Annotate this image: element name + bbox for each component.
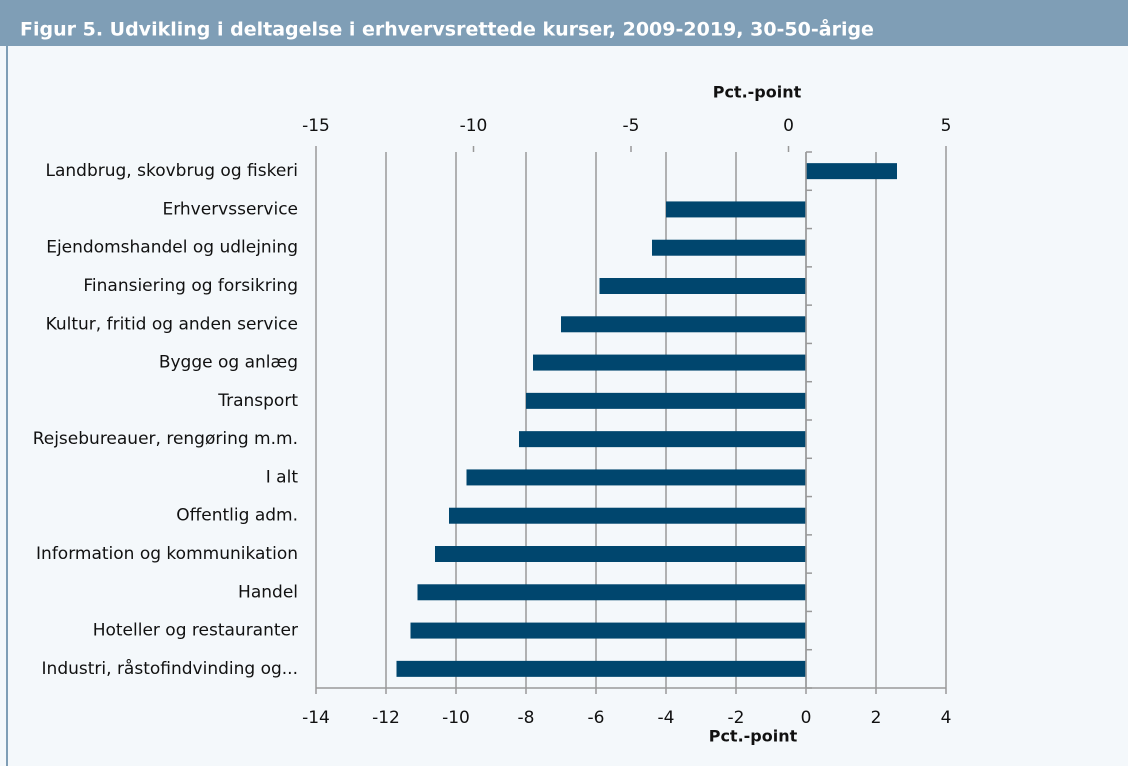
bar — [410, 622, 806, 639]
y-tick-label: Ejendomshandel og udlejning — [46, 238, 298, 258]
bar — [533, 354, 806, 371]
x-tick-label: -2 — [728, 708, 745, 728]
x-tick-label: -10 — [442, 708, 470, 728]
x-tick-label: -12 — [372, 708, 400, 728]
x2-axis-title: Pct.-point — [713, 83, 802, 102]
bar — [396, 660, 806, 677]
y-tick-label: Rejsebureauer, rengøring m.m. — [33, 429, 298, 449]
bar — [526, 392, 806, 409]
x-tick-label: -14 — [302, 708, 330, 728]
x-tick-label: -4 — [658, 708, 675, 728]
y-tick-label: Information og kommunikation — [36, 544, 298, 564]
y-tick-label: Handel — [238, 582, 298, 602]
y-tick-label: Transport — [217, 391, 298, 411]
bar — [519, 431, 806, 448]
x-tick-label: -6 — [588, 708, 605, 728]
y-tick-label: Landbrug, skovbrug og fiskeri — [46, 161, 299, 181]
y-tick-label: Erhvervsservice — [162, 199, 298, 219]
bar — [417, 584, 806, 601]
bar — [666, 201, 806, 218]
bar — [806, 163, 897, 180]
x2-tick-label: -15 — [302, 116, 330, 136]
chart-title: Figur 5. Udvikling i deltagelse i erhver… — [20, 17, 874, 41]
x-axis-title: Pct.-point — [709, 727, 798, 746]
y-tick-label: Industri, råstofindvinding og... — [42, 658, 298, 679]
y-tick-label: Hoteller og restauranter — [93, 621, 298, 641]
bar — [561, 316, 806, 333]
x-tick-label: 2 — [871, 708, 882, 728]
y-tick-label: Bygge og anlæg — [159, 353, 298, 373]
x2-tick-label: 0 — [783, 116, 794, 136]
title-bar — [0, 0, 1128, 46]
y-tick-label: Offentlig adm. — [176, 506, 298, 526]
panel-edge — [6, 46, 8, 766]
bar — [599, 278, 806, 294]
x2-tick-label: -10 — [460, 116, 488, 136]
bar — [466, 469, 806, 486]
x2-tick-label: -5 — [623, 116, 640, 136]
y-tick-label: Finansiering og forsikring — [83, 276, 298, 296]
x-tick-label: -8 — [518, 708, 535, 728]
bar — [435, 546, 806, 562]
bar — [652, 239, 806, 256]
x-tick-label: 4 — [941, 708, 952, 728]
x-tick-label: 0 — [801, 708, 812, 728]
y-tick-label: Kultur, fritid og anden service — [46, 314, 298, 334]
y-tick-label: I alt — [266, 467, 299, 487]
x2-tick-label: 5 — [941, 116, 952, 136]
bar — [449, 507, 806, 524]
